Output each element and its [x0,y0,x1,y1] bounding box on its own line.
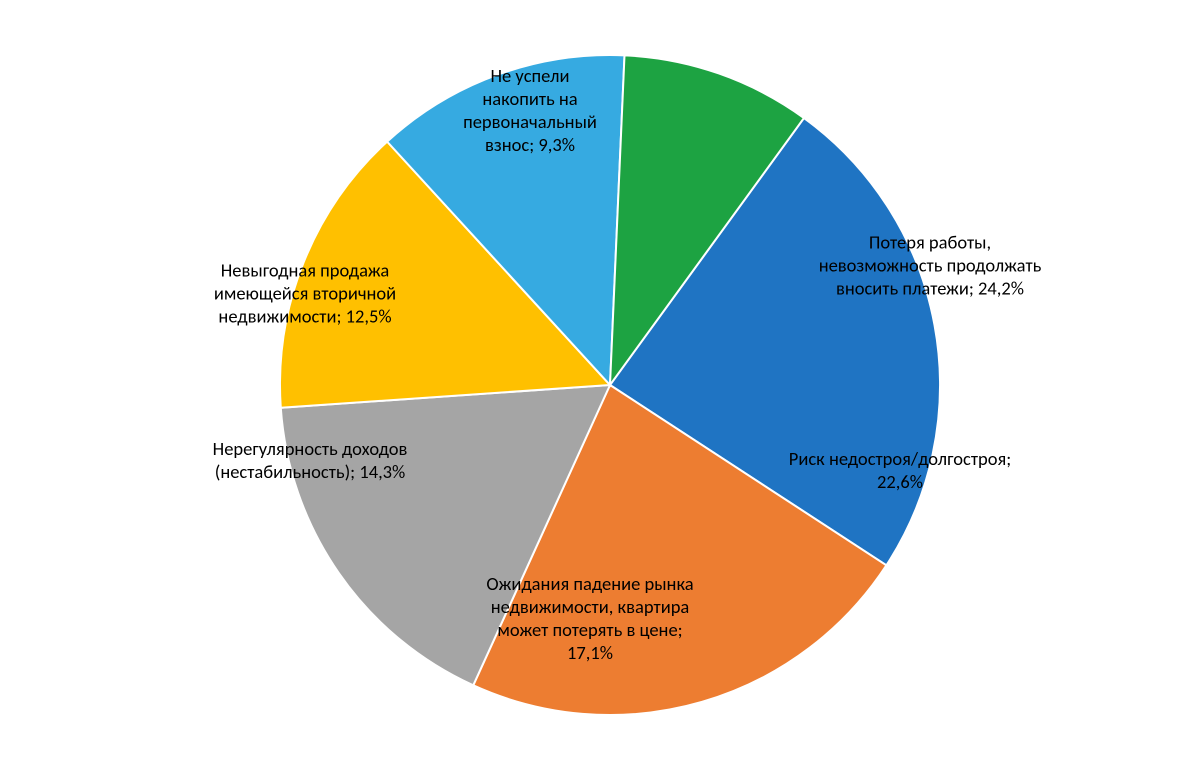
pie-label-2: Ожидания падение рынка недвижимости, ква… [486,572,693,665]
pie-label-3: Нерегулярность доходов (нестабильность);… [213,437,408,483]
pie-label-0: Потеря работы, невозможность продолжать … [819,230,1042,299]
pie-label-4: Невыгодная продажа имеющейся вторичной н… [214,258,396,327]
pie-label-1: Риск недостроя/долгостроя; 22,6% [789,447,1011,493]
pie-label-5: Не успели накопить на первоначальный взн… [463,64,597,157]
pie-chart: Потеря работы, невозможность продолжать … [0,0,1200,758]
